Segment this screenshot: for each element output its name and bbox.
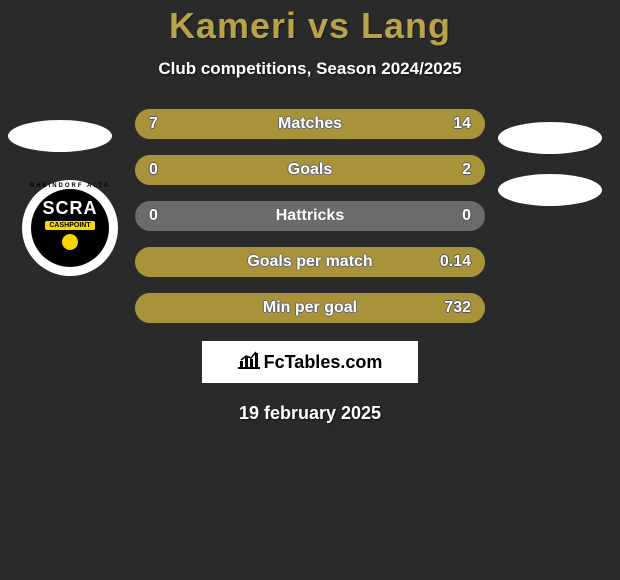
stat-row: 732Min per goal	[135, 293, 485, 323]
badge-text-top: SCRA	[42, 198, 97, 219]
brand-box[interactable]: FcTables.com	[202, 341, 418, 383]
player-right-logo-placeholder-1	[498, 122, 602, 154]
brand-text: FcTables.com	[264, 352, 383, 373]
stats-bars: 714Matches 02Goals 00Hattricks 0.14Goals pe…	[135, 109, 485, 323]
stat-row: 714Matches	[135, 109, 485, 139]
page-title: Kameri vs Lang	[0, 5, 620, 47]
stat-row: 00Hattricks	[135, 201, 485, 231]
stat-label: Goals per match	[135, 247, 485, 277]
stat-label: Goals	[135, 155, 485, 185]
stat-label: Min per goal	[135, 293, 485, 323]
date-text: 19 february 2025	[0, 403, 620, 424]
player-left-logo-placeholder	[8, 120, 112, 152]
subtitle: Club competitions, Season 2024/2025	[0, 59, 620, 79]
badge-ball-icon	[62, 234, 78, 250]
player-right-logo-placeholder-2	[498, 174, 602, 206]
stat-label: Matches	[135, 109, 485, 139]
club-badge-left: RHEINDORF ALTA SCRA CASHPOINT	[22, 180, 118, 276]
badge-text-mid: CASHPOINT	[45, 221, 94, 230]
club-badge-inner: SCRA CASHPOINT	[31, 189, 109, 267]
chart-icon	[238, 351, 260, 374]
stat-label: Hattricks	[135, 201, 485, 231]
stat-row: 02Goals	[135, 155, 485, 185]
stat-row: 0.14Goals per match	[135, 247, 485, 277]
comparison-card: Kameri vs Lang Club competitions, Season…	[0, 0, 620, 424]
